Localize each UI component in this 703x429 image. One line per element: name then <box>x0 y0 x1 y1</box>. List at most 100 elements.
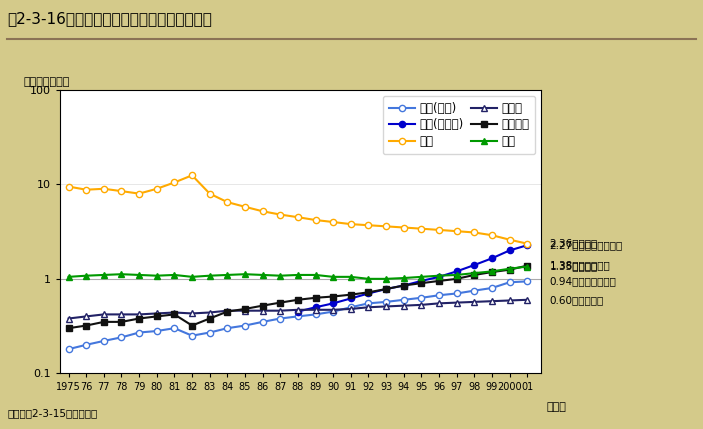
米国 <box>135 191 143 196</box>
英国 <box>311 272 320 278</box>
英国 <box>153 273 161 278</box>
米国 <box>434 227 443 233</box>
英国 <box>188 274 196 279</box>
日本(日銀) <box>223 326 231 331</box>
Line: 英国: 英国 <box>65 263 530 282</box>
日本(日銀) <box>65 347 73 352</box>
米国 <box>470 230 479 235</box>
英国 <box>434 273 443 278</box>
日本(総務省) <box>505 248 514 253</box>
英国 <box>399 275 408 281</box>
米国 <box>523 241 531 246</box>
フランス <box>82 323 91 328</box>
ドイツ <box>240 308 249 313</box>
日本(総務省) <box>417 278 425 284</box>
日本(総務省) <box>434 274 443 279</box>
フランス <box>347 292 355 297</box>
英国 <box>505 266 514 271</box>
英国 <box>82 273 91 278</box>
ドイツ <box>488 299 496 304</box>
日本(日銀) <box>311 312 320 317</box>
日本(日銀) <box>364 301 373 306</box>
米国 <box>488 233 496 238</box>
米国 <box>117 189 126 194</box>
日本(日銀) <box>117 335 126 340</box>
日本(総務省) <box>470 263 479 268</box>
Line: フランス: フランス <box>65 263 530 331</box>
ドイツ <box>382 304 390 309</box>
米国 <box>82 187 91 192</box>
フランス <box>135 316 143 321</box>
日本(日銀) <box>240 323 249 328</box>
ドイツ <box>276 308 285 313</box>
日本(総務省) <box>329 301 337 306</box>
日本(日銀) <box>135 330 143 335</box>
英国 <box>523 264 531 269</box>
日本(日銀) <box>399 297 408 302</box>
米国 <box>417 226 425 231</box>
ドイツ <box>347 306 355 311</box>
英国 <box>470 271 479 276</box>
米国 <box>240 204 249 209</box>
フランス <box>399 283 408 288</box>
米国 <box>364 223 373 228</box>
日本(総務省) <box>347 296 355 301</box>
日本(日銀) <box>488 285 496 290</box>
フランス <box>100 319 108 324</box>
Line: 米国: 米国 <box>65 172 530 247</box>
ドイツ <box>205 310 214 315</box>
日本(総務省) <box>294 309 302 314</box>
フランス <box>240 306 249 311</box>
米国 <box>170 180 179 185</box>
日本(日銀) <box>188 333 196 338</box>
フランス <box>188 323 196 328</box>
日本(日銀) <box>153 329 161 334</box>
フランス <box>523 263 531 268</box>
英国 <box>276 273 285 278</box>
日本(日銀) <box>205 330 214 335</box>
英国 <box>135 272 143 278</box>
米国 <box>259 208 267 214</box>
ドイツ <box>100 312 108 317</box>
Text: 1.38（フランス）: 1.38（フランス） <box>550 261 610 271</box>
ドイツ <box>417 302 425 308</box>
Line: 日本(日銀): 日本(日銀) <box>65 278 530 352</box>
フランス <box>329 294 337 299</box>
フランス <box>470 272 479 278</box>
ドイツ <box>523 297 531 302</box>
Text: （年）: （年） <box>546 402 566 411</box>
フランス <box>117 319 126 324</box>
ドイツ <box>505 298 514 303</box>
ドイツ <box>453 300 461 305</box>
英国 <box>240 272 249 277</box>
フランス <box>276 300 285 305</box>
英国 <box>294 272 302 278</box>
米国 <box>347 221 355 227</box>
英国 <box>65 274 73 279</box>
ドイツ <box>329 307 337 312</box>
Legend: 日本(日銀), 日本(総務省), 米国, ドイツ, フランス, 英国: 日本(日銀), 日本(総務省), 米国, ドイツ, フランス, 英国 <box>383 96 536 154</box>
ドイツ <box>135 312 143 317</box>
フランス <box>311 295 320 300</box>
日本(総務省) <box>311 305 320 310</box>
米国 <box>65 184 73 189</box>
日本(総務省) <box>453 269 461 274</box>
ドイツ <box>399 303 408 308</box>
ドイツ <box>259 308 267 313</box>
日本(日銀) <box>294 314 302 319</box>
ドイツ <box>117 312 126 317</box>
英国 <box>205 273 214 278</box>
米国 <box>153 186 161 191</box>
英国 <box>223 272 231 278</box>
米国 <box>188 173 196 178</box>
ドイツ <box>82 314 91 319</box>
フランス <box>488 269 496 275</box>
ドイツ <box>311 307 320 312</box>
米国 <box>100 186 108 191</box>
日本(日銀) <box>453 291 461 296</box>
英国 <box>453 272 461 278</box>
ドイツ <box>470 299 479 305</box>
英国 <box>364 276 373 281</box>
フランス <box>453 276 461 281</box>
フランス <box>364 290 373 295</box>
